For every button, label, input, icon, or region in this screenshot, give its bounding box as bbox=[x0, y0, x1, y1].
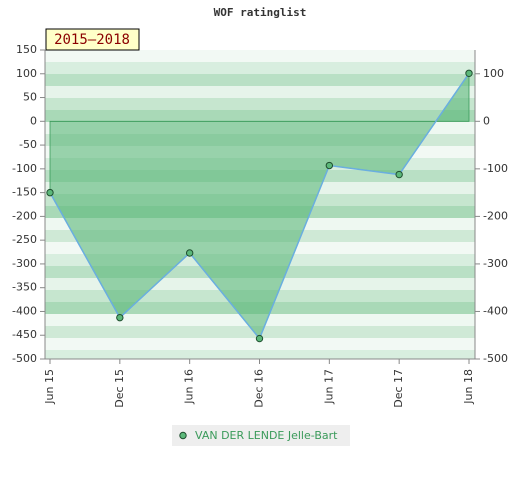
x-tick-label: Dec 17 bbox=[392, 369, 405, 408]
y-tick-label: 100 bbox=[16, 67, 37, 80]
annotation: 2015–2018 bbox=[54, 32, 130, 48]
background-stripe bbox=[45, 338, 475, 350]
point bbox=[325, 161, 334, 170]
background-stripe bbox=[45, 350, 475, 359]
x-tick-label: Jun 17 bbox=[322, 369, 335, 405]
point bbox=[465, 69, 473, 77]
background-stripe bbox=[45, 74, 475, 86]
y2-tick-label: 100 bbox=[483, 67, 504, 80]
point bbox=[116, 313, 124, 322]
background-stripe bbox=[45, 50, 475, 62]
y2-tick-label: -100 bbox=[483, 162, 508, 175]
chart-title: WOF ratinglist bbox=[214, 6, 307, 19]
y-tick-label: -100 bbox=[12, 162, 37, 175]
x-tick-label: Jun 18 bbox=[462, 369, 475, 405]
y-tick-label: 0 bbox=[30, 114, 37, 127]
legend-label: VAN DER LENDE Jelle-Bart bbox=[195, 429, 338, 442]
annotation-box bbox=[45, 28, 140, 51]
x-tick-label: Dec 15 bbox=[113, 369, 126, 408]
legend-marker bbox=[179, 431, 187, 440]
point bbox=[185, 249, 194, 257]
y-tick-label: 150 bbox=[16, 43, 37, 56]
y-tick-label: -300 bbox=[12, 257, 37, 270]
background-stripe bbox=[45, 98, 475, 110]
y-tick-label: -50 bbox=[19, 138, 37, 151]
x-tick-label: Dec 16 bbox=[253, 369, 266, 408]
y-tick-label: -350 bbox=[12, 281, 37, 294]
y-tick-label: -200 bbox=[12, 209, 37, 222]
legend-box bbox=[172, 425, 350, 446]
background-stripe bbox=[45, 62, 475, 74]
y-tick-label: -150 bbox=[12, 186, 37, 199]
y2-tick-label: -300 bbox=[483, 257, 508, 270]
point bbox=[395, 170, 403, 179]
y2-tick-label: -200 bbox=[483, 209, 508, 222]
y-tick-label: 50 bbox=[23, 91, 37, 104]
y-tick-label: -500 bbox=[12, 352, 37, 365]
x-tick-label: Jun 15 bbox=[43, 369, 56, 405]
point bbox=[46, 188, 54, 197]
y2-tick-label: -400 bbox=[483, 304, 508, 317]
y2-tick-label: 0 bbox=[483, 114, 490, 127]
point bbox=[255, 334, 264, 343]
background-stripe bbox=[45, 110, 475, 122]
background-stripe bbox=[45, 86, 475, 98]
y2-tick-label: -500 bbox=[483, 352, 508, 365]
x-tick-label: Jun 16 bbox=[183, 369, 196, 405]
y-tick-label: -450 bbox=[12, 328, 37, 341]
y-tick-label: -250 bbox=[12, 233, 37, 246]
y-tick-label: -400 bbox=[12, 304, 37, 317]
